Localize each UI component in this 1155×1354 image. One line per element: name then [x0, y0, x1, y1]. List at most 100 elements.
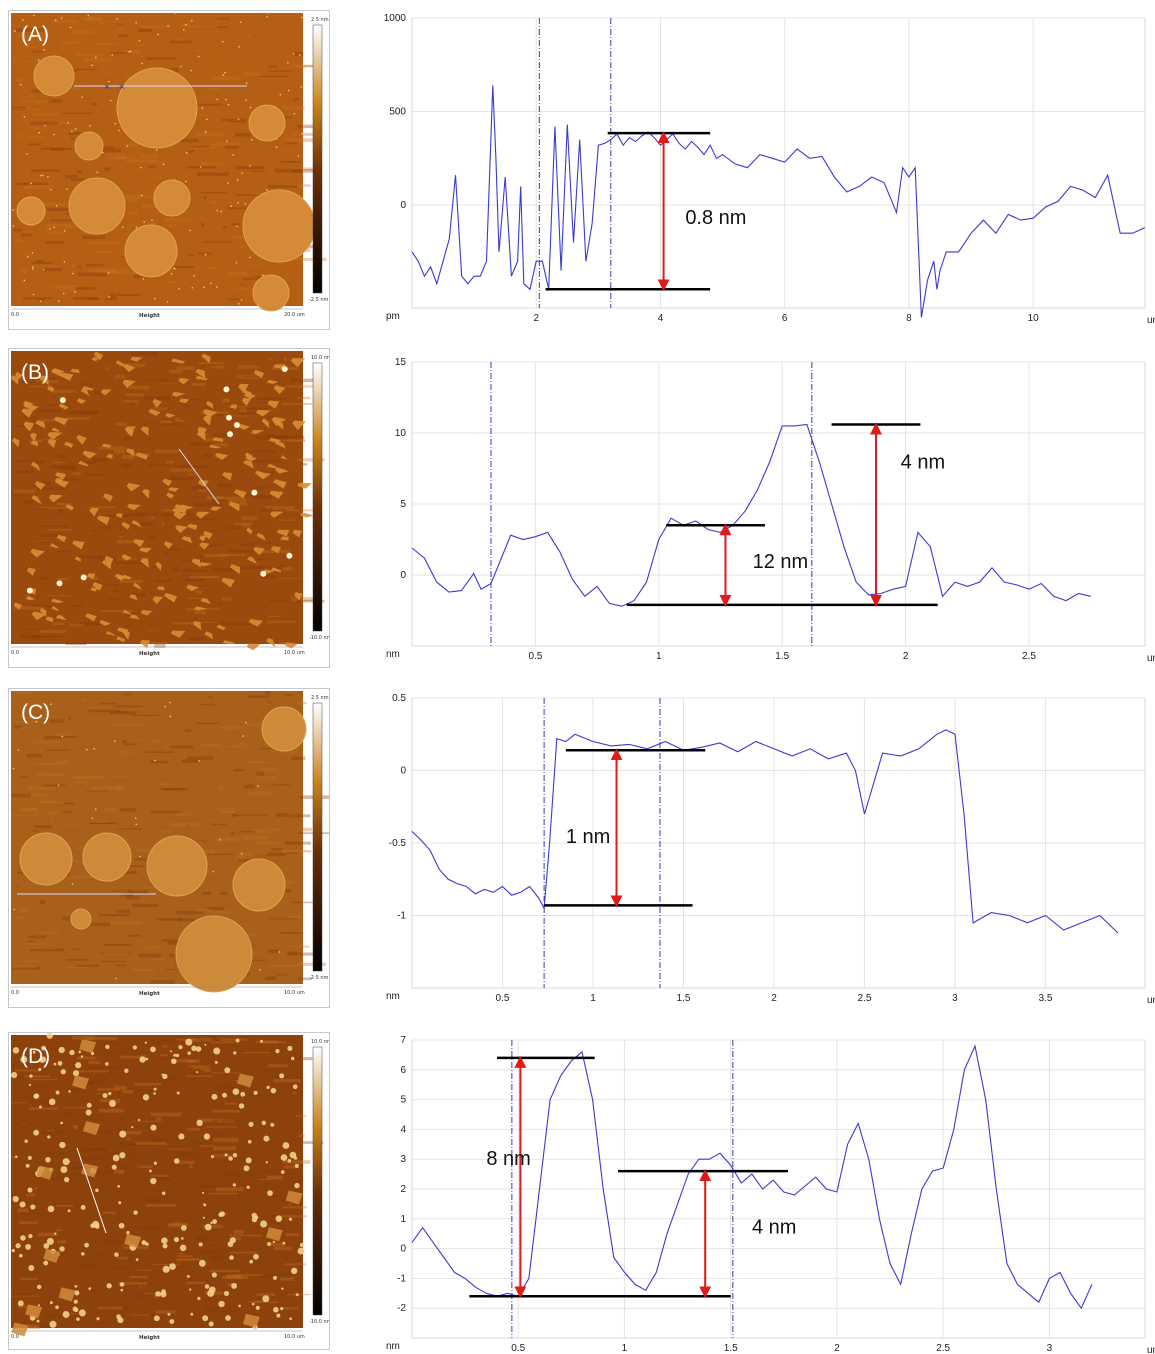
panel-c: (C) 2.5 nm -2.5 nm 0.0 10.0 um Height 0.5 1 1.5… — [0, 686, 1155, 1022]
axis-end-label: 10.0 um — [284, 650, 305, 656]
panel-label: (B) — [21, 361, 49, 384]
y-tick-label: 6 — [400, 1065, 406, 1076]
image-type-label: Height — [139, 651, 160, 657]
y-tick-label: 0 — [400, 200, 406, 211]
y-tick-label: -2 — [397, 1303, 406, 1314]
height-annotation: 0.8 nm — [685, 207, 746, 229]
afm-height-map-d: (D) 10.0 nm -10.0 nm 0.0 10.0 um Height — [10, 1033, 329, 1341]
height-annotation: 12 nm — [753, 551, 809, 573]
x-tick-label: 3 — [1047, 1343, 1053, 1354]
profile-chart-c: 0.5 1 1.5 2 2.5 3 3.5 -1 -0.5 0 0.5 nm um 1 nm — [350, 688, 1155, 1014]
y-tick-label: 0 — [400, 1244, 406, 1255]
x-tick-label: 3 — [952, 993, 958, 1004]
y-tick-label: 0 — [400, 570, 406, 581]
scale-top-label: 10.0 nm — [311, 355, 329, 361]
afm-height-map-b: (B) 10.0 nm -10.0 nm 0.0 10.0 um Height — [10, 351, 329, 657]
scale-top-label: 10.0 nm — [311, 1039, 329, 1045]
scale-bottom-label: -10.0 nm — [309, 635, 329, 641]
x-tick-label: 2.5 — [936, 1343, 950, 1354]
x-tick-label: 10 — [1028, 313, 1040, 324]
x-tick-label: 0.5 — [528, 651, 542, 662]
panel-a: × × (A) 2.5 nm -2.5 nm 0.0 20.0 um Height 2 4 6 8 1… — [0, 0, 1155, 336]
line-chart-c: 0.5 1 1.5 2 2.5 3 3.5 -1 -0.5 0 0.5 nm um 1 nm — [386, 693, 1155, 1006]
panel-b: (B) 10.0 nm -10.0 nm 0.0 10.0 um Height 0.5 1 1… — [0, 344, 1155, 680]
y-tick-label: 500 — [389, 107, 406, 118]
afm-image-c: (C) 2.5 nm -2.5 nm 0.0 10.0 um Height — [8, 688, 330, 1008]
y-tick-label: 1000 — [384, 13, 407, 24]
y-tick-label: 0.5 — [392, 693, 406, 704]
y-tick-label: 10 — [395, 428, 407, 439]
afm-background — [11, 1035, 303, 1328]
svg-text:×: × — [119, 82, 125, 93]
afm-image-d: (D) 10.0 nm -10.0 nm 0.0 10.0 um Height — [8, 1032, 330, 1350]
axis-end-label: 10.0 um — [284, 990, 305, 996]
y-unit-label: nm — [386, 1341, 400, 1352]
x-tick-label: 1 — [656, 651, 662, 662]
x-tick-label: 2.5 — [858, 993, 872, 1004]
scale-top-label: 2.5 nm — [311, 695, 329, 701]
y-unit-label: pm — [386, 311, 400, 322]
profile-chart-b: 0.5 1 1.5 2 2.5 0 5 10 15 nm um 12 nm 4 nm — [350, 348, 1155, 674]
x-tick-label: 1 — [590, 993, 596, 1004]
profile-chart-a: 2 4 6 8 10 0 500 1000 pm um 0.8 nm — [350, 10, 1155, 330]
scale-bottom-label: -10.0 nm — [309, 1319, 329, 1325]
x-tick-label: 1.5 — [677, 993, 691, 1004]
profile-chart-d: 0.5 1 1.5 2 2.5 3 -2 -1 0 1 2 3 4 5 6 7 nm um 8 nm 4 nm — [350, 1032, 1155, 1354]
y-tick-label: 5 — [400, 1095, 406, 1106]
x-tick-label: 2 — [834, 1343, 840, 1354]
line-chart-b: 0.5 1 1.5 2 2.5 0 5 10 15 nm um 12 nm 4 nm — [386, 357, 1155, 664]
svg-text:×: × — [104, 82, 110, 93]
y-tick-label: 7 — [400, 1035, 406, 1046]
plot-area — [411, 17, 1146, 309]
y-tick-label: 1 — [400, 1214, 406, 1225]
x-tick-label: 3.5 — [1039, 993, 1053, 1004]
x-unit-label: um — [1147, 653, 1155, 664]
y-tick-label: 15 — [395, 357, 407, 368]
scale-top-label: 2.5 nm — [311, 17, 329, 23]
x-tick-label: 2 — [903, 651, 909, 662]
axis-start-label: 0.0 — [11, 650, 19, 656]
scale-bottom-label: -2.5 nm — [309, 297, 329, 303]
panel-d: (D) 10.0 nm -10.0 nm 0.0 10.0 um Height 0.5 1 1… — [0, 1028, 1155, 1354]
y-tick-label: 3 — [400, 1154, 406, 1165]
panel-label: (A) — [21, 23, 49, 46]
series-line — [411, 423, 1091, 607]
x-tick-label: 2.5 — [1022, 651, 1036, 662]
afm-image-a: × × (A) 2.5 nm -2.5 nm 0.0 20.0 um Height — [8, 10, 330, 330]
x-tick-label: 1.5 — [775, 651, 789, 662]
x-tick-label: 2 — [533, 313, 539, 324]
afm-height-map-c: (C) 2.5 nm -2.5 nm 0.0 10.0 um Height — [11, 691, 329, 997]
x-tick-label: 2 — [771, 993, 777, 1004]
y-tick-label: -1 — [397, 1273, 406, 1284]
x-unit-label: um — [1147, 995, 1155, 1006]
y-unit-label: nm — [386, 991, 400, 1002]
y-tick-label: 5 — [400, 499, 406, 510]
scale-bottom-label: -2.5 nm — [309, 975, 329, 981]
axis-end-label: 20.0 um — [284, 312, 305, 318]
axis-start-label: 0.0 — [11, 312, 19, 318]
axis-end-label: 10.0 um — [284, 1334, 305, 1340]
y-unit-label: nm — [386, 649, 400, 660]
y-tick-label: 2 — [400, 1184, 406, 1195]
height-annotation: 8 nm — [486, 1148, 530, 1170]
x-tick-label: 0.5 — [496, 993, 510, 1004]
x-unit-label: um — [1147, 1345, 1155, 1354]
panel-label: (D) — [21, 1045, 50, 1068]
line-chart-d: 0.5 1 1.5 2 2.5 3 -2 -1 0 1 2 3 4 5 6 7 nm um 8 nm 4 nm — [386, 1035, 1155, 1354]
x-tick-label: 0.5 — [511, 1343, 525, 1354]
image-type-label: Height — [139, 991, 160, 997]
x-tick-label: 4 — [658, 313, 664, 324]
line-chart-a: 2 4 6 8 10 0 500 1000 pm um 0.8 nm — [384, 13, 1155, 326]
x-tick-label: 1 — [622, 1343, 628, 1354]
height-annotation: 4 nm — [901, 452, 945, 474]
series-line — [411, 85, 1146, 318]
height-annotation: 1 nm — [566, 826, 610, 848]
afm-height-map-a: × × (A) 2.5 nm -2.5 nm 0.0 20.0 um Height — [11, 12, 329, 319]
x-tick-label: 8 — [906, 313, 912, 324]
x-tick-label: 1.5 — [724, 1343, 738, 1354]
image-type-label: Height — [139, 1335, 160, 1341]
axis-start-label: 0.0 — [11, 1334, 19, 1340]
panel-label: (C) — [21, 701, 50, 724]
y-tick-label: -1 — [397, 911, 406, 922]
x-unit-label: um — [1147, 315, 1155, 326]
